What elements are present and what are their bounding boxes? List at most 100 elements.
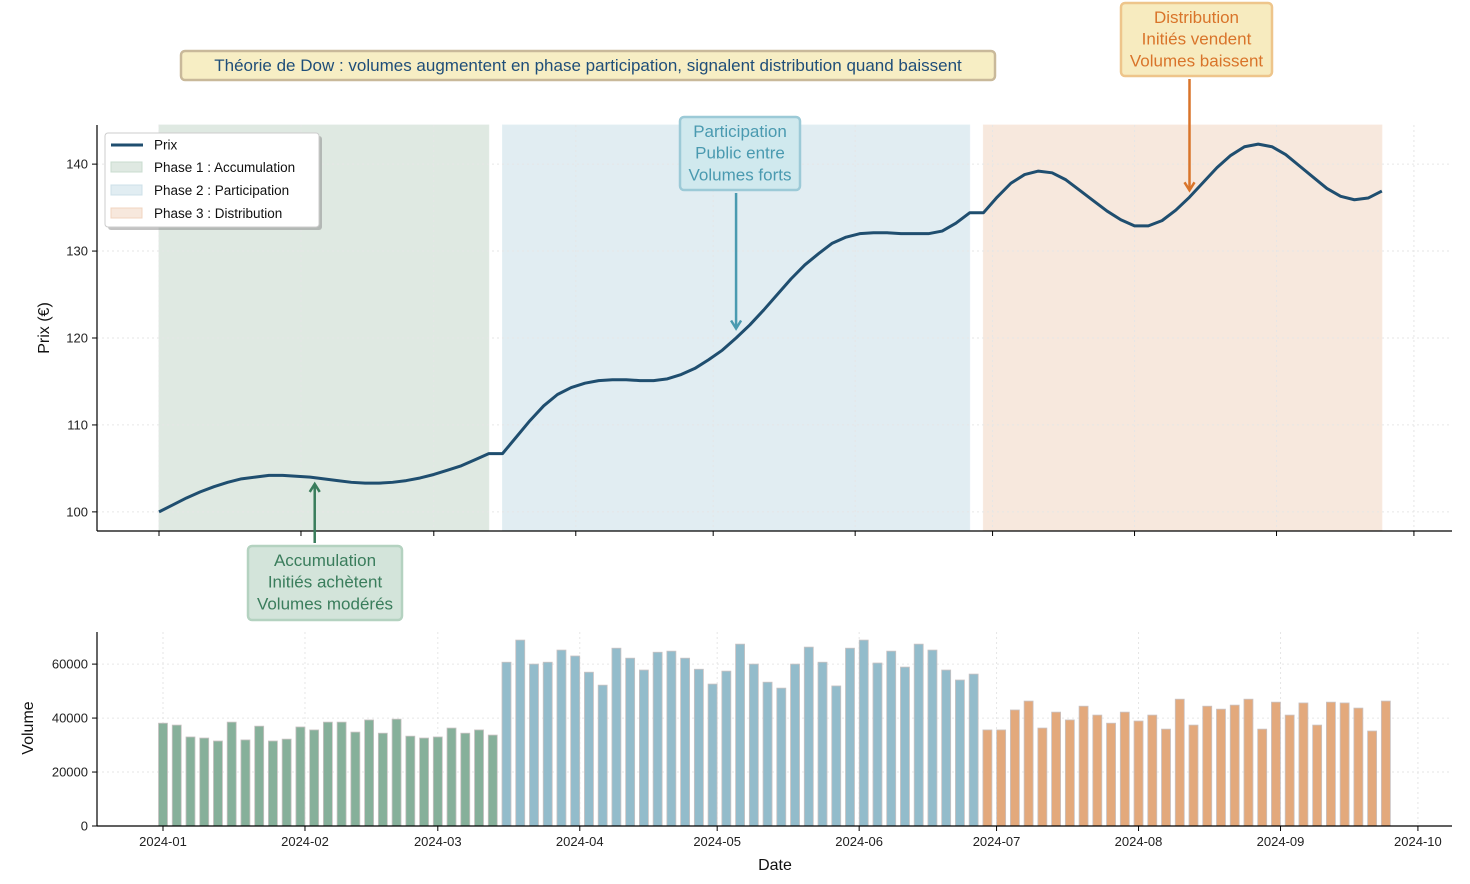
volume-bar [996, 729, 1007, 827]
price-y-tick-label: 130 [66, 244, 88, 259]
volume-bar [584, 671, 594, 827]
annotation-box [678, 115, 802, 192]
annotation-box [1119, 1, 1274, 78]
volume-bar [1147, 714, 1158, 827]
volume-bar [941, 669, 952, 827]
annotation-text: Volumes forts [689, 165, 792, 184]
volume-bar [1202, 705, 1213, 827]
arrow-head-icon [1183, 181, 1196, 193]
volume-bar [762, 681, 773, 827]
volume-bar [1257, 728, 1268, 827]
volume-bar [1353, 707, 1364, 827]
volume-bar [1284, 714, 1295, 827]
annotation-text: Public entre [695, 144, 785, 163]
volume-bar [735, 643, 745, 827]
volume-bar [391, 718, 402, 827]
price-y-tick-label: 100 [66, 504, 88, 519]
chart-title-box: Théorie de Dow : volumes augmentent en p… [179, 49, 997, 82]
volume-bar [1216, 708, 1226, 827]
volume-bar [927, 649, 938, 827]
volume-bar [652, 651, 663, 827]
volume-bar [1339, 702, 1350, 827]
volume-bar [1023, 700, 1034, 827]
volume-bar [748, 663, 759, 827]
annotation-1: Accumulation Initiés achètent Volumes modé… [246, 481, 404, 622]
price-y-axis-label: Prix (€) [36, 302, 53, 354]
volume-bar [845, 647, 855, 827]
volume-bar [268, 740, 278, 827]
volume-bar [254, 725, 265, 827]
volume-bar [858, 639, 869, 827]
volume-bar [1243, 698, 1254, 827]
annotation-box [246, 544, 404, 622]
price-y-tick-label: 110 [67, 417, 88, 432]
volume-bar [693, 668, 704, 827]
volume-bar [982, 729, 993, 827]
volume-bar [570, 655, 581, 827]
volume-bar [886, 650, 897, 827]
annotation-text: Distribution [1154, 8, 1239, 27]
volume-bar [1106, 722, 1116, 827]
legend: Prix Phase 1 : Accumulation Phase 2 : Pa… [104, 132, 322, 230]
volume-bar [1174, 698, 1185, 827]
volume-bar [1312, 724, 1323, 827]
volume-bar [625, 657, 636, 827]
annotation-text: Participation [693, 122, 787, 141]
legend-swatch-phase3 [110, 207, 143, 219]
x-tick-label: 2024-06 [835, 834, 883, 849]
annotation-text: Initiés vendent [1142, 30, 1252, 49]
x-tick-label: 2024-02 [281, 834, 329, 849]
volume-bar [817, 661, 828, 827]
volume-bar [1119, 711, 1130, 827]
volume-bar [336, 721, 347, 827]
annotation-text: Volumes baissent [1130, 51, 1264, 70]
volume-bar [158, 722, 168, 827]
volume-bar [515, 639, 526, 827]
volume-bar [776, 687, 787, 827]
price-line [158, 142, 1383, 514]
x-tick-label: 2024-09 [1257, 834, 1305, 849]
volume-bar [1161, 728, 1171, 827]
volume-bar [309, 729, 320, 827]
legend-label-prix: Prix [154, 138, 177, 153]
volume-bar [419, 737, 429, 827]
volume-bar [790, 663, 800, 827]
legend-label-phase3: Phase 3 : Distribution [154, 206, 282, 221]
annotations: Accumulation Initiés achètent Volumes modé… [246, 1, 1274, 622]
volume-bar [913, 643, 924, 827]
volume-y-tick-label: 0 [81, 819, 88, 834]
volume-bar [226, 721, 237, 827]
volume-bar [185, 736, 196, 827]
volume-bar [872, 662, 883, 827]
volume-bar [1298, 702, 1309, 827]
volume-bar [405, 735, 416, 827]
volume-bar [350, 731, 361, 827]
legend-label-phase1: Phase 1 : Accumulation [154, 160, 295, 175]
price-phase-backgrounds [158, 124, 1383, 532]
volume-y-tick-label: 20000 [52, 765, 88, 780]
volume-bar [432, 736, 443, 827]
volume-y-tick-label: 60000 [52, 657, 88, 672]
x-tick-label: 2024-04 [556, 834, 604, 849]
x-tick-label: 2024-07 [973, 834, 1021, 849]
volume-bar [707, 683, 718, 827]
volume-bar [240, 739, 251, 827]
annotation-text: Volumes modérés [257, 594, 393, 613]
x-tick-label: 2024-08 [1115, 834, 1163, 849]
volume-bar [803, 646, 814, 827]
volume-bar [900, 666, 910, 827]
x-axis-label: Date [758, 857, 792, 874]
volume-bar [556, 649, 567, 827]
legend-swatch-phase2 [110, 184, 143, 196]
legend-swatch-phase1 [110, 161, 143, 173]
volume-bar [474, 729, 484, 827]
phase-3-region [982, 124, 1383, 532]
volume-bar [597, 684, 608, 827]
x-tick-label: 2024-05 [693, 834, 741, 849]
volume-bar [1064, 719, 1075, 827]
volume-bar [666, 650, 677, 827]
volume-bar [1271, 701, 1281, 827]
volume-bar [1037, 727, 1048, 827]
arrow-head-icon [730, 319, 743, 331]
price-y-tick-label: 120 [66, 330, 88, 345]
